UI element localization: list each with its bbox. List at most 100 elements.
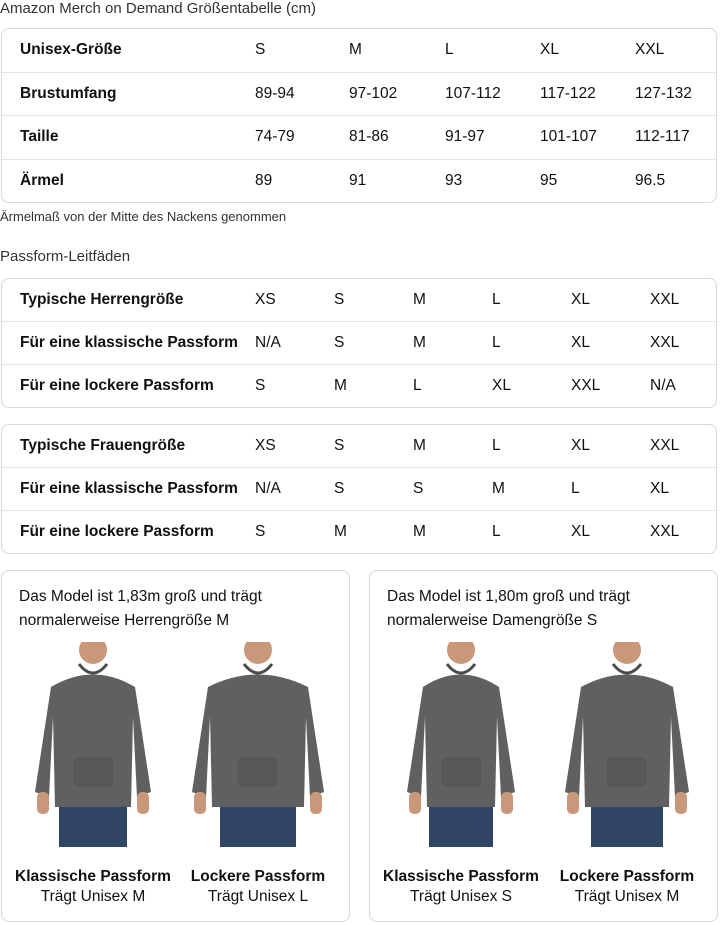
hoodie-image xyxy=(407,642,515,847)
hoodie-image xyxy=(35,642,151,847)
size-chart-table: Unisex-Größe S M L XL XXL Brustumfang 89-94 97-1… xyxy=(1,28,717,203)
table-cell: 117-122 xyxy=(540,84,596,102)
table-cell: N/A xyxy=(255,480,281,497)
table-cell: XXL xyxy=(650,334,680,351)
table-row: Typische Frauengröße XS S M L XL XXL xyxy=(2,425,716,468)
table-cell: XXL xyxy=(650,291,680,308)
table-cell: L xyxy=(445,41,454,59)
table-cell: N/A xyxy=(255,334,281,351)
female-classic-fit: Klassische Passform Trägt Unisex S xyxy=(381,642,541,906)
table-cell: S xyxy=(334,291,345,308)
table-cell: 97-102 xyxy=(349,84,398,102)
fit-size: Trägt Unisex M xyxy=(574,888,680,905)
table-row: Unisex-Größe S M L XL XXL xyxy=(2,29,716,73)
table-row: Typische Herrengröße XS S M L XL XXL xyxy=(2,279,716,322)
table-cell: 127-132 xyxy=(635,84,692,102)
table-cell: XL xyxy=(571,334,590,351)
table-cell: S xyxy=(413,480,424,497)
row-label: Für eine lockere Passform xyxy=(20,377,214,394)
row-label: Unisex-Größe xyxy=(20,41,122,59)
table-cell: S xyxy=(255,41,266,59)
table-cell: 91 xyxy=(349,171,367,189)
row-label: Brustumfang xyxy=(20,84,117,102)
table-cell: 107-112 xyxy=(445,84,501,102)
table-row: Für eine klassische Passform N/A S M L XL XXL xyxy=(2,322,716,365)
table-row: Für eine klassische Passform N/A S S M L XL xyxy=(2,468,716,511)
table-cell: N/A xyxy=(650,377,676,394)
table-cell: XS xyxy=(255,291,276,308)
table-cell: L xyxy=(571,480,580,497)
male-relaxed-fit: Lockere Passform Trägt Unisex L xyxy=(178,642,338,906)
row-label: Für eine klassische Passform xyxy=(20,480,238,497)
row-label: Typische Frauengröße xyxy=(20,437,186,454)
table-cell: XS xyxy=(255,437,276,454)
fit-name: Lockere Passform xyxy=(190,868,326,885)
table-cell: S xyxy=(334,480,345,497)
hoodie-image xyxy=(565,642,689,847)
table-cell: XL xyxy=(492,377,511,394)
table-row: Brustumfang 89-94 97-102 107-112 117-122 127-… xyxy=(2,73,716,116)
female-relaxed-fit: Lockere Passform Trägt Unisex M xyxy=(547,642,707,906)
table-cell: 81-86 xyxy=(349,128,389,146)
table-cell: 89 xyxy=(255,171,273,189)
male-classic-fit: Klassische Passform Trägt Unisex M xyxy=(13,642,173,906)
table-cell: M xyxy=(413,291,426,308)
table-cell: S xyxy=(334,334,345,351)
table-cell: XL xyxy=(571,437,590,454)
table-cell: S xyxy=(255,523,266,540)
table-cell: L xyxy=(492,523,501,540)
table-cell: XL xyxy=(571,291,590,308)
table-cell: M xyxy=(334,523,347,540)
table-cell: 89-94 xyxy=(255,84,295,102)
table-cell: L xyxy=(492,334,501,351)
table-cell: XXL xyxy=(571,377,601,394)
fit-name: Lockere Passform xyxy=(559,868,695,885)
fit-size: Trägt Unisex L xyxy=(207,888,309,905)
sleeve-note: Ärmelmaß von der Mitte des Nackens genom… xyxy=(0,209,287,224)
male-model-caption: Das Model ist 1,83m groß und trägt norma… xyxy=(19,588,262,629)
table-cell: L xyxy=(492,291,501,308)
table-cell: S xyxy=(334,437,345,454)
size-chart-title: Amazon Merch on Demand Größentabelle (cm… xyxy=(0,0,316,17)
table-cell: S xyxy=(255,377,266,394)
male-model-card: Das Model ist 1,83m groß und trägt norma… xyxy=(1,570,350,922)
table-cell: 91-97 xyxy=(445,128,485,146)
table-cell: XL xyxy=(540,41,559,59)
row-label: Ärmel xyxy=(20,171,64,189)
table-cell: 112-117 xyxy=(635,128,690,146)
female-model-caption: Das Model ist 1,80m groß und trägt norma… xyxy=(387,588,630,629)
table-cell: L xyxy=(492,437,501,454)
fit-name: Klassische Passform xyxy=(15,868,171,885)
fit-size: Trägt Unisex M xyxy=(40,888,146,905)
table-row: Ärmel 89 91 93 95 96.5 xyxy=(2,160,716,203)
table-cell: 95 xyxy=(540,171,558,189)
fit-size: Trägt Unisex S xyxy=(410,888,512,905)
row-label: Taille xyxy=(20,128,59,146)
row-label: Typische Herrengröße xyxy=(20,291,184,308)
table-cell: M xyxy=(334,377,347,394)
table-cell: 101-107 xyxy=(540,128,597,146)
table-row: Taille 74-79 81-86 91-97 101-107 112-117 xyxy=(2,116,716,160)
table-cell: M xyxy=(413,334,426,351)
table-cell: 96.5 xyxy=(635,171,666,189)
table-cell: XXL xyxy=(650,523,680,540)
row-label: Für eine lockere Passform xyxy=(20,523,214,540)
hoodie-image xyxy=(192,642,324,847)
women-fit-table: Typische Frauengröße XS S M L XL XXL Für eine k… xyxy=(1,424,717,554)
row-label: Für eine klassische Passform xyxy=(20,334,238,351)
table-cell: M xyxy=(492,480,505,497)
table-cell: XXL xyxy=(635,41,665,59)
table-cell: XL xyxy=(571,523,590,540)
fit-name: Klassische Passform xyxy=(383,868,539,885)
table-cell: 74-79 xyxy=(255,128,295,146)
table-cell: 93 xyxy=(445,171,463,189)
table-cell: M xyxy=(413,437,426,454)
table-cell: L xyxy=(413,377,422,394)
table-cell: XXL xyxy=(650,437,680,454)
fit-guides-title: Passform-Leitfäden xyxy=(0,248,131,265)
table-row: Für eine lockere Passform S M L XL XXL N/A xyxy=(2,365,716,407)
table-row: Für eine lockere Passform S M M L XL XXL xyxy=(2,511,716,553)
female-model-card: Das Model ist 1,80m groß und trägt norma… xyxy=(369,570,718,922)
men-fit-table: Typische Herrengröße XS S M L XL XXL Für eine k… xyxy=(1,278,717,408)
table-cell: M xyxy=(413,523,426,540)
